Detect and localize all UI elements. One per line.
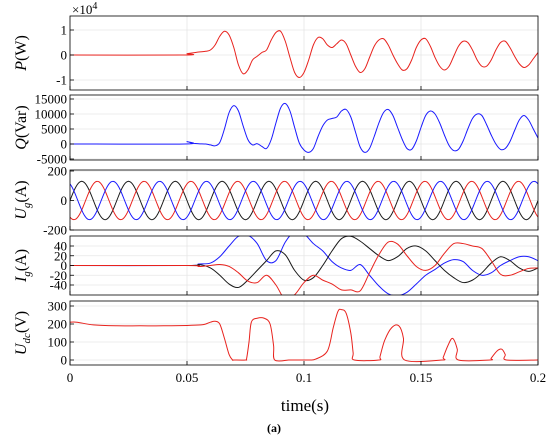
subplot-5: 300 200 100 0 0 0.05 0.1 0.15 0.2 Udc(V) — [13, 299, 546, 386]
x-axis-label: time(s) — [281, 396, 329, 415]
y-axis-label: Ug(A) — [13, 180, 33, 219]
y-axis-label: Ig(A) — [13, 249, 33, 283]
series-line-blue — [70, 180, 538, 221]
subplot-3: 200 0 -200 Ug(A) — [13, 164, 539, 238]
series-line-red — [70, 308, 538, 363]
subplot-stack: 10-1P(W)×104150001000050000-5000Q(Var)20… — [13, 1, 546, 385]
x-tick-label: 0.05 — [176, 370, 199, 385]
series-line-red — [70, 240, 538, 295]
y-axis-label: Q(Var) — [13, 105, 30, 149]
y-tick-label: 200 — [48, 164, 68, 179]
y-axis-label: Udc(V) — [13, 311, 33, 355]
y-tick-label: 15000 — [35, 92, 68, 107]
y-tick-label: 300 — [48, 299, 68, 314]
series-group — [70, 30, 538, 79]
x-tick-label: 0.2 — [530, 370, 546, 385]
y-tick-label: -5000 — [37, 152, 67, 167]
y-axis-label: P(W) — [13, 35, 30, 72]
x-tick-label: 0 — [67, 370, 74, 385]
series-line-black — [70, 180, 538, 221]
y-tick-label: 0 — [61, 193, 68, 208]
y-tick-label: -20 — [50, 268, 67, 283]
series-group — [70, 180, 538, 221]
y-tick-label: 0 — [61, 137, 68, 152]
y-tick-label: 100 — [48, 335, 68, 350]
x-tick-label: 0.1 — [296, 370, 312, 385]
y-tick-label: 20 — [54, 248, 67, 263]
subplot-1: 1 0 -1 P(W) ×104 — [13, 1, 539, 91]
y-tick-label: 40 — [54, 239, 67, 254]
series-line-red — [70, 30, 538, 79]
y-multiplier: ×104 — [72, 1, 97, 17]
y-tick-label: -40 — [50, 278, 67, 293]
figure-caption: (a) — [267, 421, 281, 435]
y-tick-label: 0 — [61, 258, 68, 273]
y-tick-label: 10000 — [35, 107, 68, 122]
series-group — [70, 102, 538, 153]
y-tick-label: -1 — [56, 73, 67, 88]
y-tick-label: 200 — [48, 317, 68, 332]
y-tick-label: -200 — [43, 223, 67, 238]
series-group — [70, 308, 538, 363]
y-tick-label: 0 — [61, 48, 68, 63]
y-tick-label: 0 — [61, 353, 68, 368]
y-tick-label: 5000 — [41, 122, 67, 137]
y-tick-label: 1 — [61, 23, 68, 38]
series-line-red — [70, 180, 538, 221]
series-line-blue — [70, 102, 538, 153]
x-tick-label: 0.15 — [410, 370, 433, 385]
series-line-black — [70, 236, 538, 289]
